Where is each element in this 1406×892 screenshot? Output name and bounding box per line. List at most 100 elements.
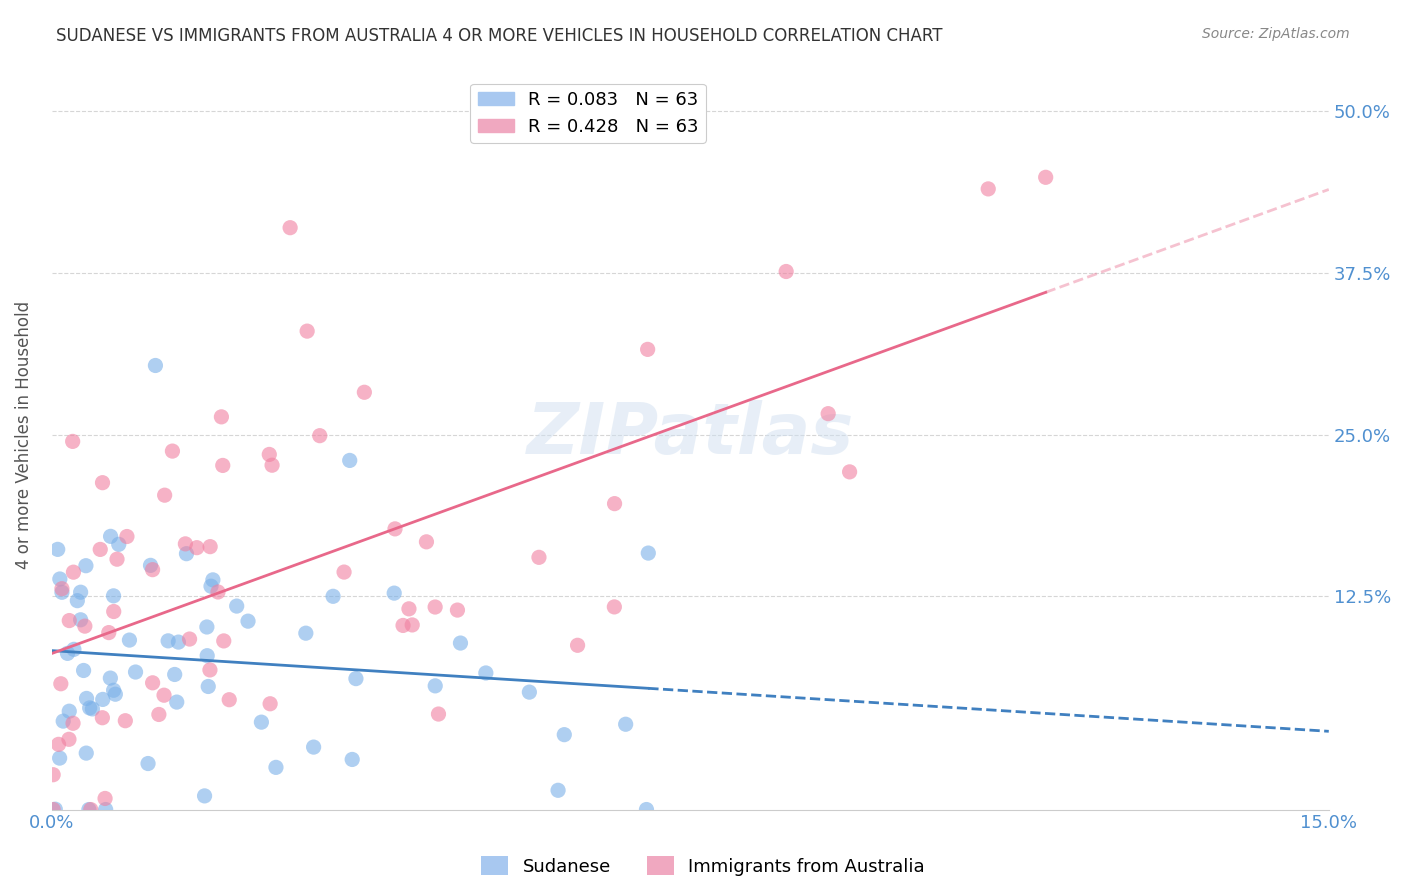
Point (148, 707, 170, 722)
Point (259, 447, 281, 461)
Point (195, 620, 218, 634)
Point (51, 585, 73, 599)
Point (198, 540, 221, 554)
Point (136, 756, 159, 771)
Point (295, 324, 318, 338)
Point (250, 715, 273, 730)
Point (162, 444, 184, 458)
Point (75, 746, 97, 760)
Point (82, 702, 104, 716)
Point (66, 593, 89, 607)
Point (415, 534, 437, 549)
Point (80, 803, 103, 817)
Y-axis label: 4 or more Vehicles in Household: 4 or more Vehicles in Household (15, 301, 32, 568)
Point (567, 638, 589, 652)
Point (145, 359, 167, 373)
Point (236, 614, 259, 628)
Point (105, 552, 128, 566)
Point (838, 465, 860, 479)
Point (614, 717, 637, 731)
Point (107, 537, 129, 551)
Point (817, 407, 839, 421)
Point (48, 751, 70, 765)
Point (98, 671, 121, 685)
Point (547, 783, 569, 797)
Point (62, 434, 84, 449)
Point (75, 558, 97, 573)
Point (91, 711, 114, 725)
Point (49, 677, 72, 691)
Point (197, 680, 219, 694)
Text: ZIPatlas: ZIPatlas (527, 401, 853, 469)
Point (69, 613, 91, 627)
Point (209, 409, 232, 424)
Point (58, 614, 80, 628)
Point (423, 600, 446, 615)
Point (302, 740, 325, 755)
Point (211, 458, 233, 473)
Point (198, 663, 221, 677)
Point (207, 585, 229, 599)
Point (115, 529, 138, 543)
Point (200, 579, 222, 593)
Point (91, 475, 114, 490)
Point (166, 695, 188, 709)
Point (79, 701, 101, 715)
Point (262, 458, 284, 473)
Point (401, 618, 423, 632)
Point (49, 572, 72, 586)
Point (450, 636, 472, 650)
Point (69, 585, 91, 599)
Point (114, 714, 136, 728)
Point (179, 632, 201, 646)
Point (775, 264, 797, 278)
Point (58, 732, 80, 747)
Point (63, 642, 86, 657)
Point (603, 497, 626, 511)
Point (56, 646, 79, 660)
Point (174, 537, 197, 551)
Point (637, 546, 659, 560)
Point (425, 679, 447, 693)
Point (142, 563, 165, 577)
Point (73, 619, 96, 633)
Text: SUDANESE VS IMMIGRANTS FROM AUSTRALIA 4 OR MORE VEHICLES IN HOUSEHOLD CORRELATIO: SUDANESE VS IMMIGRANTS FROM AUSTRALIA 4 … (56, 27, 943, 45)
Point (225, 599, 247, 613)
Point (353, 385, 375, 400)
Point (339, 453, 361, 467)
Point (527, 550, 550, 565)
Point (186, 541, 208, 555)
Point (427, 706, 450, 721)
Point (139, 558, 162, 573)
Point (295, 626, 318, 640)
Point (636, 803, 658, 817)
Point (637, 343, 659, 357)
Point (58, 704, 80, 718)
Point (89, 542, 111, 557)
Point (46, 542, 69, 557)
Point (100, 529, 122, 543)
Point (94, 791, 117, 805)
Point (153, 488, 176, 502)
Point (42, 803, 65, 817)
Point (344, 672, 367, 686)
Point (201, 573, 224, 587)
Point (278, 220, 301, 235)
Point (97, 625, 120, 640)
Legend: R = 0.083   N = 63, R = 0.428   N = 63: R = 0.083 N = 63, R = 0.428 N = 63 (471, 84, 706, 143)
Point (103, 589, 125, 603)
Point (77, 803, 100, 817)
Point (52, 714, 75, 728)
Point (1035, 170, 1057, 185)
Point (264, 760, 287, 774)
Point (218, 692, 240, 706)
Point (333, 565, 356, 579)
Point (72, 664, 94, 678)
Point (163, 667, 186, 681)
Point (62, 716, 84, 731)
Point (167, 635, 190, 649)
Point (51, 582, 73, 596)
Point (103, 683, 125, 698)
Point (398, 602, 420, 616)
Point (103, 605, 125, 619)
